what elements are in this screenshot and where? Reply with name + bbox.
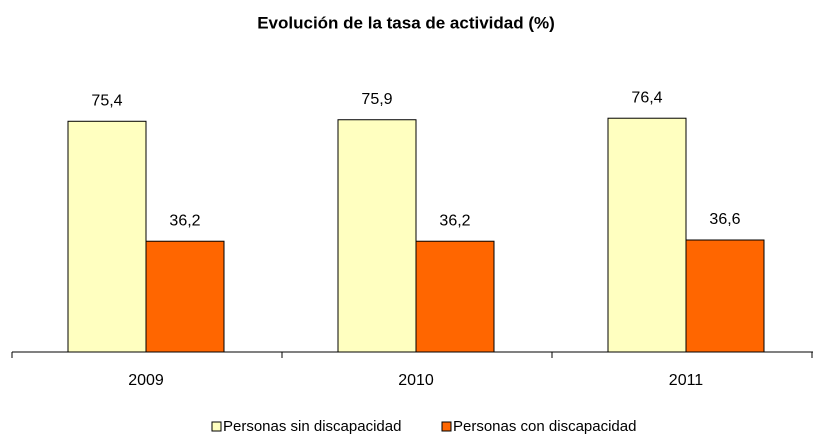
legend-swatch <box>211 421 222 432</box>
bar <box>607 117 687 353</box>
chart-title: Evolución de la tasa de actividad (%) <box>257 13 555 32</box>
legend-label: Personas sin discapacidad <box>223 418 401 435</box>
value-label: 36,6 <box>709 211 740 228</box>
bar <box>415 240 495 353</box>
value-label: 36,2 <box>439 212 470 229</box>
x-tick-label: 2011 <box>669 372 704 389</box>
x-tick-label: 2010 <box>398 372 434 389</box>
bar <box>337 119 417 353</box>
x-tick-label: 2009 <box>128 372 164 389</box>
legend-label: Personas con discapacidad <box>453 418 636 435</box>
value-label: 75,9 <box>361 91 392 108</box>
bar <box>145 240 225 353</box>
legend-swatch <box>441 421 452 432</box>
value-label: 75,4 <box>91 92 122 109</box>
value-label: 76,4 <box>631 89 662 106</box>
bar <box>685 239 765 353</box>
bar <box>67 120 147 353</box>
value-label: 36,2 <box>169 212 200 229</box>
